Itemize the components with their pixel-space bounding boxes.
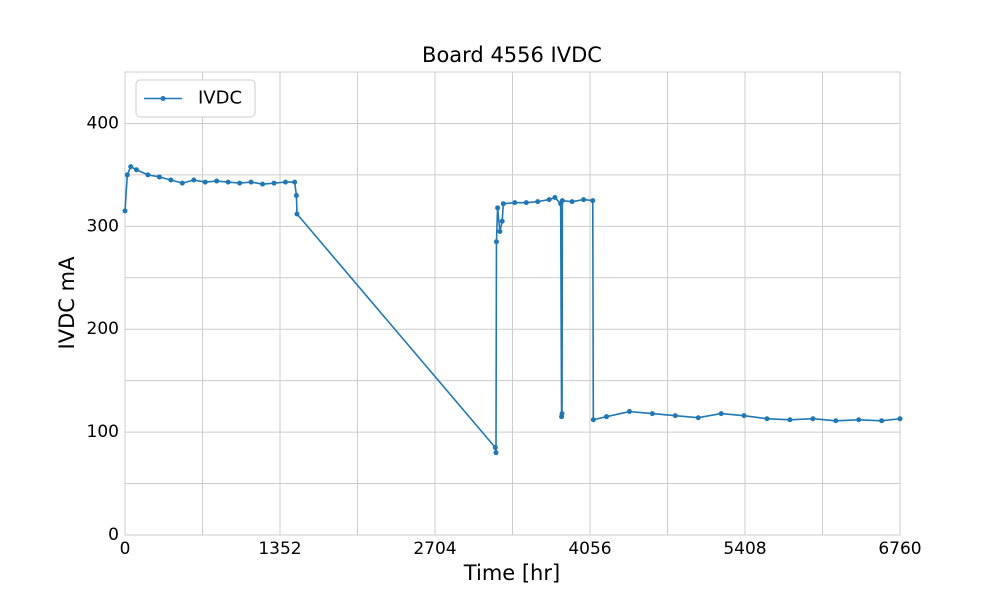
data-point <box>535 199 541 205</box>
data-point <box>810 416 816 422</box>
data-point <box>237 180 243 186</box>
data-point <box>590 417 596 423</box>
x-tick-label: 2704 <box>413 539 456 559</box>
x-axis-label: Time [hr] <box>463 561 560 585</box>
y-tick-label: 400 <box>87 113 119 133</box>
data-point <box>156 174 162 180</box>
y-tick-label: 300 <box>87 216 119 236</box>
data-point <box>523 200 529 206</box>
data-point <box>248 179 254 185</box>
data-point <box>294 211 300 217</box>
data-point <box>497 228 503 234</box>
data-point <box>283 179 289 185</box>
data-point <box>695 415 701 421</box>
data-point <box>879 418 885 424</box>
y-tick-label: 200 <box>87 319 119 339</box>
legend-marker <box>160 96 166 101</box>
legend-label: IVDC <box>198 88 242 109</box>
data-point <box>559 411 565 417</box>
data-point <box>133 167 139 173</box>
data-point <box>191 177 197 183</box>
data-point <box>202 179 208 185</box>
plot-frame <box>124 71 901 536</box>
data-point <box>764 416 770 422</box>
data-point <box>741 413 747 419</box>
data-point <box>271 180 277 186</box>
data-point <box>500 201 506 207</box>
data-point <box>897 416 903 422</box>
data-point <box>292 179 298 185</box>
data-point <box>552 195 558 201</box>
x-tick-label: 4056 <box>568 539 611 559</box>
data-point <box>546 197 552 203</box>
data-point <box>604 414 610 420</box>
data-point <box>559 198 565 204</box>
y-axis-label: IVDC mA <box>55 256 79 350</box>
data-point <box>293 192 299 198</box>
data-point <box>787 417 793 423</box>
data-point <box>569 199 575 205</box>
data-point <box>128 164 134 170</box>
data-point <box>833 418 839 424</box>
x-tick-label: 6760 <box>878 539 921 559</box>
data-point <box>626 409 632 415</box>
y-tick-label: 100 <box>87 422 119 442</box>
x-tick-label: 5408 <box>723 539 766 559</box>
x-tick-label: 0 <box>120 539 131 559</box>
data-point <box>493 450 499 456</box>
data-point <box>260 181 266 187</box>
data-point <box>649 411 655 417</box>
x-tick-label: 1352 <box>258 539 301 559</box>
legend-box <box>135 79 256 118</box>
data-point <box>590 198 596 204</box>
data-point <box>499 218 505 224</box>
data-point <box>495 205 501 211</box>
chart-title: Board 4556 IVDC <box>422 43 602 67</box>
data-point <box>145 172 151 178</box>
data-point <box>214 178 220 184</box>
y-tick-label: 0 <box>108 525 119 545</box>
data-point <box>225 179 231 185</box>
data-point <box>179 180 185 186</box>
data-point <box>122 208 128 214</box>
data-point <box>124 172 130 178</box>
data-point <box>168 177 174 183</box>
data-point <box>492 445 498 451</box>
data-point <box>856 417 862 423</box>
data-point <box>493 239 499 245</box>
data-point <box>718 411 724 417</box>
data-point <box>512 200 518 206</box>
data-point <box>672 413 678 419</box>
data-point <box>581 197 587 203</box>
